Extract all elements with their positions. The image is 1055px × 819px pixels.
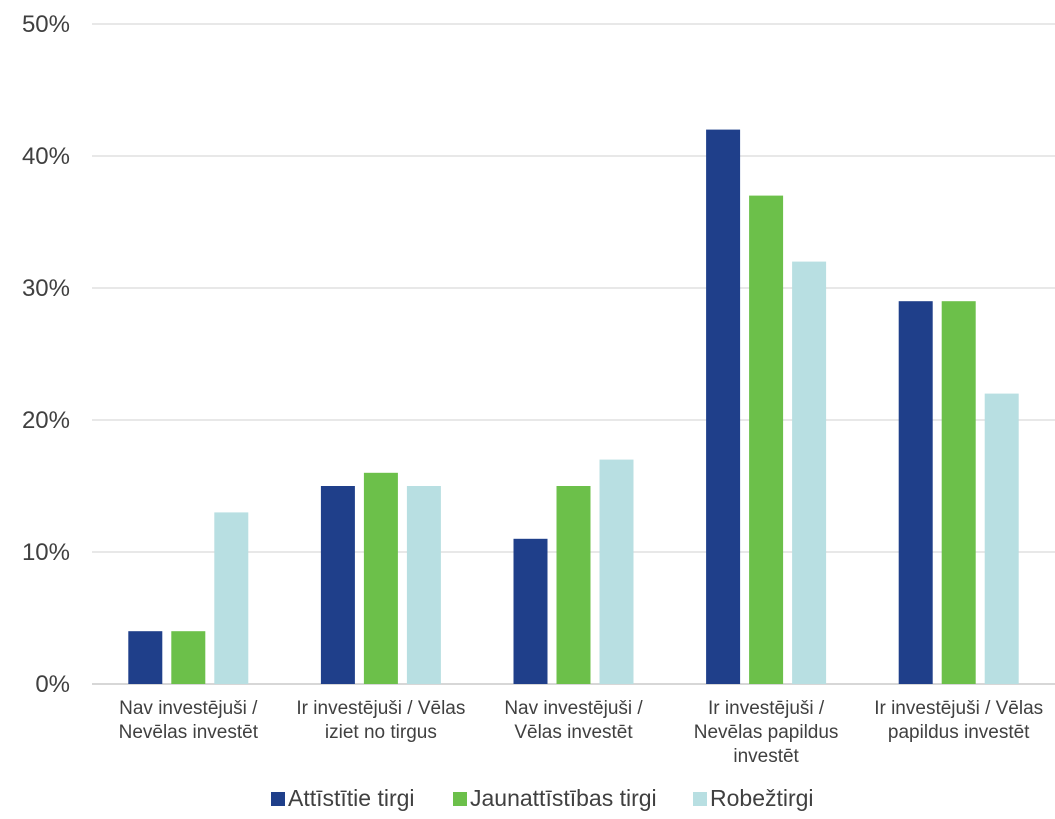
legend-swatch (271, 792, 285, 806)
bar-series-2-category-1 (406, 486, 441, 684)
y-tick-label: 40% (22, 143, 70, 170)
x-category-label: Ir investējuši / Vēlas papildus investēt (874, 698, 1043, 743)
y-tick-label: 10% (22, 539, 70, 566)
bar-series-1-category-0 (171, 631, 206, 684)
legend-swatch (453, 792, 467, 806)
x-category-label-line: Vēlas investēt (514, 722, 633, 743)
x-category-label-line: Nevēlas papildus (694, 722, 839, 743)
bar-series-0-category-2 (513, 538, 548, 684)
x-category-label-line: Nav investējuši / (119, 698, 258, 719)
bar-series-1-category-2 (556, 486, 591, 684)
bar-series-1-category-1 (363, 472, 398, 684)
bars (128, 129, 1019, 685)
y-tick-label: 30% (22, 275, 70, 302)
x-category-label-line: iziet no tirgus (325, 722, 437, 743)
legend-label: Attīstītie tirgi (288, 785, 415, 811)
y-tick-label: 20% (22, 407, 70, 434)
x-category-label-line: investēt (733, 746, 799, 767)
bar-series-0-category-0 (128, 631, 163, 684)
bar-series-0-category-3 (706, 129, 741, 685)
x-category-label-line: papildus investēt (888, 722, 1030, 743)
legend-swatch (693, 792, 707, 806)
x-category-label: Nav investējuši / Nevēlas investēt (119, 698, 259, 743)
bar-series-1-category-4 (941, 301, 976, 684)
bar-series-0-category-1 (320, 486, 355, 684)
x-category-label: Ir investējuši / Nevēlas papildus investēt (694, 698, 839, 767)
y-axis-tick-labels: 0% 10% 20% 30% 40% 50% (22, 11, 70, 698)
legend-label: Jaunattīstības tirgi (470, 785, 657, 811)
bar-series-2-category-0 (214, 512, 249, 684)
y-tick-label: 50% (22, 11, 70, 38)
gridlines (92, 23, 1055, 685)
bar-series-0-category-4 (898, 301, 933, 684)
x-category-label-line: Nevēlas investēt (119, 722, 259, 743)
x-category-label: Ir investējuši / Vēlas iziet no tirgus (296, 698, 465, 743)
x-category-label-line: Ir investējuši / (708, 698, 825, 719)
legend-label: Robežtirgi (710, 785, 814, 811)
bar-series-2-category-4 (984, 393, 1019, 684)
x-category-label-line: Ir investējuši / Vēlas (874, 698, 1043, 719)
x-category-label-line: Nav investējuši / (504, 698, 643, 719)
legend: Attīstītie tirgi Jaunattīstības tirgi Robe… (271, 785, 814, 811)
bar-series-1-category-3 (749, 195, 784, 684)
bar-series-2-category-2 (599, 459, 634, 684)
bar-series-2-category-3 (792, 261, 827, 684)
y-tick-label: 0% (35, 671, 70, 698)
x-axis-category-labels: Nav investējuši / Nevēlas investēt Ir inve… (119, 698, 1044, 767)
x-category-label-line: Ir investējuši / Vēlas (296, 698, 465, 719)
x-category-label: Nav investējuši / Vēlas investēt (504, 698, 643, 743)
